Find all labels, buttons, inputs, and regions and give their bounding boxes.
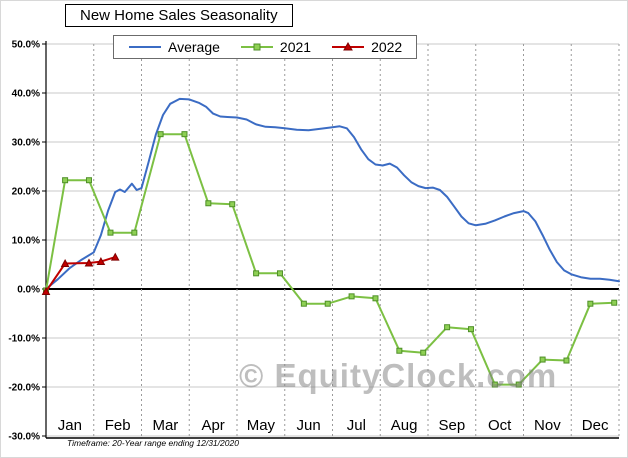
x-month-label: Oct: [488, 417, 512, 434]
marker-square-2021: [587, 300, 594, 307]
marker-square-2021: [205, 200, 212, 207]
marker-square-2021: [181, 131, 188, 138]
marker-square-2021: [300, 300, 307, 307]
marker-square-2021: [563, 357, 570, 364]
marker-square-2021: [253, 270, 260, 277]
marker-square-2021: [539, 356, 546, 363]
chart-title-box: New Home Sales Seasonality: [65, 4, 293, 27]
marker-square-2021: [157, 131, 164, 138]
marker-square-2021: [420, 349, 427, 356]
marker-triangle-2022: [110, 252, 120, 261]
legend-label-2021: 2021: [279, 39, 312, 55]
series-line-2021: [45, 133, 616, 386]
legend-item-2021: 2021: [240, 39, 311, 55]
year-2022-line-icon: [332, 41, 365, 51]
y-tick-label: 20.0%: [12, 187, 40, 198]
marker-square-2021: [515, 381, 522, 388]
y-tick-label: 10.0%: [12, 236, 40, 247]
series-line-2022: [45, 256, 117, 293]
x-month-label: Jul: [347, 417, 366, 434]
footnote: Timeframe: 20-Year range ending 12/31/20…: [67, 438, 239, 448]
y-tick-label: -20.0%: [8, 383, 40, 394]
marker-square-2021: [467, 326, 474, 333]
marker-square-2021: [444, 324, 451, 331]
marker-triangle-2022: [84, 258, 94, 267]
marker-square-2021: [611, 299, 618, 306]
y-tick-label: -30.0%: [8, 432, 40, 443]
marker-square-2021: [348, 293, 355, 300]
legend: Average 2021 2022: [113, 35, 418, 59]
marker-square-2021: [62, 177, 69, 184]
x-month-label: May: [247, 417, 276, 434]
y-tick-label: 50.0%: [12, 40, 40, 51]
legend-item-average: Average: [128, 39, 220, 55]
legend-item-2022: 2022: [331, 39, 402, 55]
legend-label-2022: 2022: [371, 39, 403, 55]
x-month-label: Aug: [391, 417, 418, 434]
marker-triangle-2022: [41, 286, 51, 295]
average-line-icon: [129, 46, 161, 48]
x-month-label: Nov: [534, 417, 561, 434]
y-tick-label: -10.0%: [8, 334, 40, 345]
marker-square-2021: [276, 270, 283, 277]
y-tick-label: 0.0%: [17, 285, 40, 296]
year-2021-line-icon: [240, 43, 273, 51]
chart-title: New Home Sales Seasonality: [80, 7, 278, 24]
marker-square-2021: [229, 201, 236, 208]
legend-label-average: Average: [168, 39, 220, 55]
x-month-label: Sep: [439, 417, 466, 434]
series-line-Average: [45, 97, 620, 290]
x-month-label: Mar: [152, 417, 178, 434]
y-tick-label: 40.0%: [12, 89, 40, 100]
marker-square-2021: [131, 229, 138, 236]
marker-square-2021: [107, 229, 114, 236]
y-tick-label: 30.0%: [12, 138, 40, 149]
marker-square-2021: [324, 300, 331, 307]
marker-square-2021: [85, 177, 92, 184]
x-month-label: Jun: [297, 417, 321, 434]
x-month-label: Dec: [582, 417, 609, 434]
marker-triangle-2022: [60, 258, 70, 268]
x-month-label: Apr: [201, 417, 224, 434]
x-month-label: Feb: [105, 417, 131, 434]
marker-square-2021: [372, 295, 379, 302]
marker-square-2021: [491, 381, 498, 388]
x-month-label: Jan: [58, 417, 82, 434]
marker-triangle-2022: [96, 257, 106, 266]
marker-square-2021: [396, 347, 403, 354]
